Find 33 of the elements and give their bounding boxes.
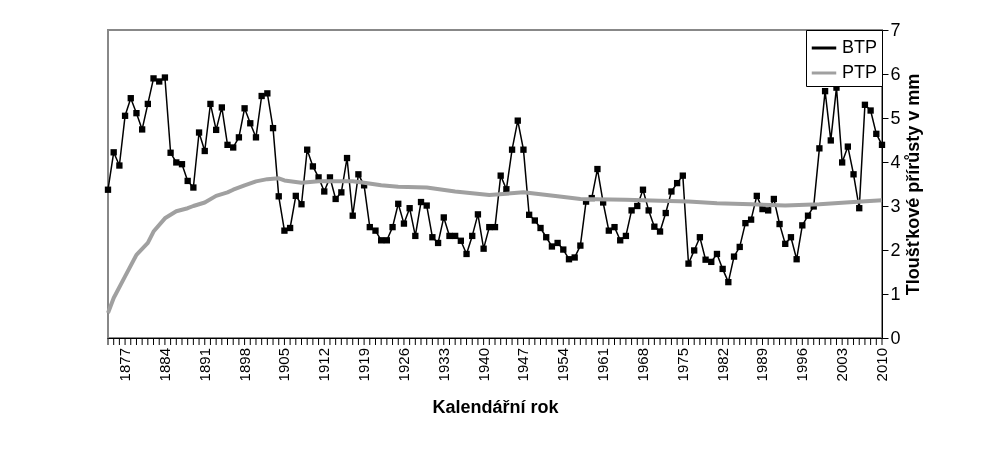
x-tick-label: 1905 [275, 348, 293, 382]
x-tick-label: 1996 [793, 348, 811, 382]
y-axis-title: Tloušťkové přírůsty v mm [902, 73, 923, 296]
x-tick-label: 1877 [116, 348, 134, 382]
x-tick-label: 2003 [833, 348, 851, 382]
x-tick-label: 1982 [713, 348, 731, 382]
y-tick-label: 1 [890, 283, 901, 304]
x-tick-label: 1989 [753, 348, 771, 382]
x-tick-label: 1926 [394, 348, 412, 382]
x-tick-label: 1947 [514, 348, 532, 382]
y-tick-label: 0 [890, 327, 901, 348]
y-tick-label: 5 [890, 107, 901, 128]
x-tick-label: 1968 [633, 348, 651, 382]
x-tick-label: 1961 [594, 348, 612, 382]
x-tick-label: 2010 [873, 348, 890, 382]
x-axis-title: Kalendářní rok [432, 396, 560, 417]
legend-label: PTP [842, 62, 878, 82]
x-tick-label: 1975 [673, 348, 691, 382]
x-tick-label: 1891 [195, 348, 213, 382]
line-series [106, 176, 884, 315]
x-tick-label: 1940 [474, 348, 492, 382]
y-tick-label: 7 [890, 19, 901, 40]
x-tick-label: 1884 [155, 348, 173, 382]
y-tick-label: 3 [890, 195, 901, 216]
x-tick-label: 1954 [554, 348, 572, 382]
x-tick-label: 1912 [315, 348, 333, 382]
legend-label: BTP [842, 37, 878, 57]
y-tick-label: 2 [890, 239, 901, 260]
x-tick-label: 1919 [355, 348, 373, 382]
y-tick-label: 6 [890, 63, 901, 84]
x-tick-label: 1898 [235, 348, 253, 382]
x-tick-label: 1933 [434, 348, 452, 382]
y-tick-label: 4 [890, 151, 901, 172]
